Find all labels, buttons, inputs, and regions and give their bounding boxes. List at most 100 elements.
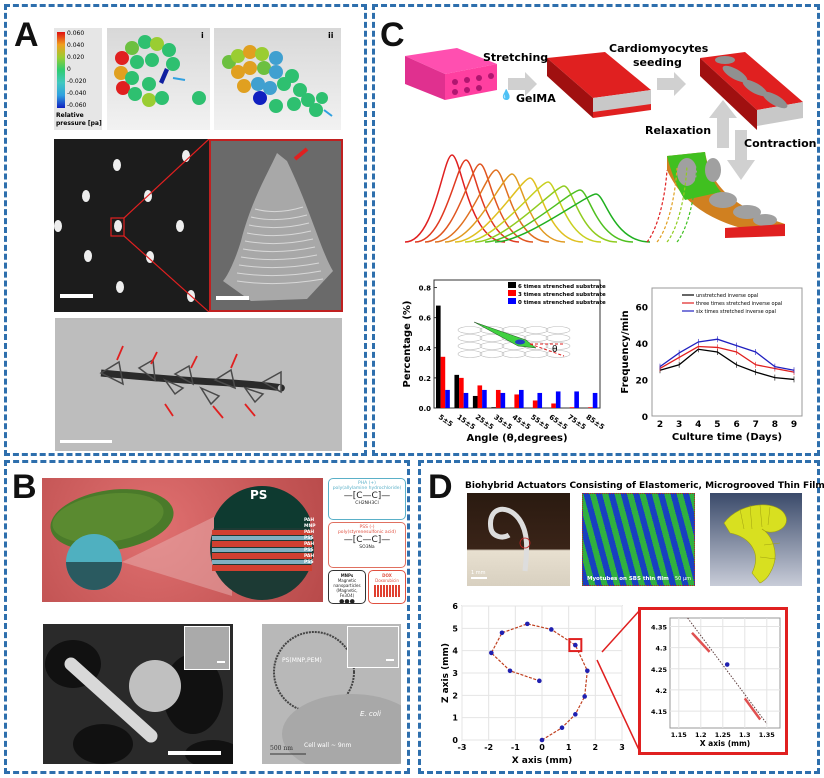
- sim-ii-label: ii: [328, 31, 334, 40]
- layer-label: PAH: [304, 554, 315, 559]
- y-tick-label: 5: [452, 624, 458, 633]
- x-tick-label: 25±5: [474, 413, 495, 431]
- y-tick-label: 0.2: [419, 375, 432, 383]
- legend-entry: 3 times strenched substrate: [518, 292, 606, 298]
- legend-entry: six times stretched inverse opal: [696, 309, 776, 315]
- panel-c: [372, 4, 820, 456]
- y-tick-label: 0.0: [419, 405, 432, 413]
- x-axis-label: Angle (θ,degrees): [466, 433, 567, 443]
- bar: [592, 392, 598, 408]
- step-seeding-label-1: Cardiomyocytes: [609, 42, 709, 55]
- x-tick-label: 45±5: [511, 413, 532, 431]
- sem-microcone-detail: [209, 139, 343, 312]
- cardiomyocyte-schematic: [404, 48, 803, 243]
- series-line: [659, 348, 795, 381]
- x-axis-label: Culture time (Days): [672, 432, 782, 443]
- layer-label: PAH: [304, 542, 315, 547]
- y-tick-label: 3: [452, 669, 458, 678]
- fluor-caption: Myotubes on SBS thin film: [587, 576, 669, 582]
- series-line: [659, 345, 795, 373]
- colorbar-tick: -0.040: [67, 90, 87, 97]
- panel-d: [418, 460, 820, 774]
- y-tick-label: 6: [452, 602, 458, 611]
- panel-d-label: D: [428, 468, 453, 506]
- x-tick-label: 1.3: [739, 731, 751, 739]
- x-tick-label: 1.2: [695, 731, 707, 739]
- data-point: [585, 668, 590, 674]
- data-point: [559, 725, 565, 731]
- x-tick-label: 75±5: [566, 413, 587, 431]
- zoom-region-box: [568, 638, 583, 653]
- legend-entry: 0 times strenched substrate: [518, 300, 606, 306]
- x-tick-label: -3: [458, 743, 467, 752]
- inverse-opal-block: [405, 48, 497, 100]
- helical-film-sim: [723, 504, 787, 584]
- seeded-block: [700, 52, 803, 130]
- x-tick-label: 1: [566, 743, 572, 752]
- sphere-cluster-i: [114, 35, 206, 107]
- layer-label: PAH: [304, 518, 315, 523]
- curled-film: [471, 506, 531, 579]
- pss-title: PSS (-): [359, 525, 375, 530]
- layer-label: MNP: [304, 524, 316, 529]
- mnp-desc: Magnetic nanoparticles (Magnetic, Fe3O4): [333, 578, 361, 598]
- fit-line: [687, 617, 768, 725]
- pah-structure: —[C—C]—: [343, 491, 391, 501]
- layer-label: PSS: [304, 560, 314, 565]
- data-point: [582, 694, 587, 699]
- y-tick-label: 4.25: [651, 666, 668, 674]
- microcone-shape: [216, 147, 333, 301]
- pah-formula: CH2NH3Cl: [355, 501, 379, 506]
- x-tick-label: 8: [772, 420, 778, 430]
- panel-b-label: B: [12, 468, 37, 506]
- inset-scalebar: [386, 659, 394, 661]
- bar: [477, 385, 483, 408]
- data-point: [539, 737, 545, 743]
- x-tick-label: 7: [753, 420, 759, 430]
- x-tick-label: 15±5: [455, 413, 476, 431]
- layer-labels: PAH MNP PAH PSS PAH PSS PAH PSS: [304, 518, 316, 566]
- legend-entry: unstretched inverse opal: [696, 293, 758, 299]
- sem-bacteria-microsphere: [43, 624, 233, 764]
- y-tick-label: 0: [452, 736, 458, 745]
- x-tick-label: 3: [619, 743, 625, 752]
- y-tick-label: 60: [635, 303, 648, 313]
- colorbar-gradient: [57, 32, 65, 108]
- dox-desc: Doxorubicin: [375, 578, 399, 583]
- actuator-simulation: [710, 493, 802, 586]
- y-tick-label: 4.35: [651, 623, 668, 631]
- step-contraction-label: Contraction: [744, 137, 817, 150]
- colorbar-tick: -0.020: [67, 78, 87, 85]
- x-tick-label: 5±5: [437, 413, 454, 429]
- colorbar-title: pressure [pa]: [56, 120, 102, 127]
- pressure-colorbar: 0.060 0.040 0.020 0 -0.020 -0.040 -0.060…: [54, 28, 102, 130]
- step-stretching-label: Stretching: [483, 51, 549, 64]
- sem-microcone-array: [54, 139, 209, 312]
- x-tick-label: 9: [791, 420, 797, 430]
- y-axis-label: Z axis (mm): [441, 643, 451, 703]
- legend-entry: three times stretched inverse opal: [696, 301, 782, 307]
- y-tick-label: 4: [452, 647, 458, 656]
- tem-render: [270, 631, 401, 764]
- y-tick-label: 2: [452, 691, 458, 700]
- x-axis-label: X axis (mm): [512, 756, 573, 766]
- mnp-title: MNPs: [340, 573, 354, 578]
- tem-scalebar-label: 500 nm: [270, 745, 293, 752]
- y-tick-label: 4.2: [655, 687, 667, 695]
- ecoli-label: E. coli: [360, 710, 381, 718]
- pah-name: poly(allylamine hydrochloride): [332, 486, 402, 491]
- x-tick-label: 85±5: [584, 413, 605, 431]
- bar: [440, 356, 446, 408]
- myotubes-fluorescence: Myotubes on SBS thin film 50 µm: [582, 493, 695, 586]
- sphere-ps-label: PS: [250, 488, 268, 502]
- bar: [491, 407, 496, 408]
- x-axis-label: X axis (mm): [700, 739, 750, 748]
- fluor-scalebar-label: 50 µm: [675, 576, 692, 582]
- bar: [519, 389, 524, 408]
- layer-label: PSS: [304, 548, 314, 553]
- helix-chain: [60, 345, 285, 443]
- y-tick-label: 0.8: [419, 285, 432, 293]
- bar: [588, 407, 593, 408]
- legend-entry: 6 times strenched substrate: [518, 284, 606, 290]
- colorbar-tick: 0: [67, 66, 71, 73]
